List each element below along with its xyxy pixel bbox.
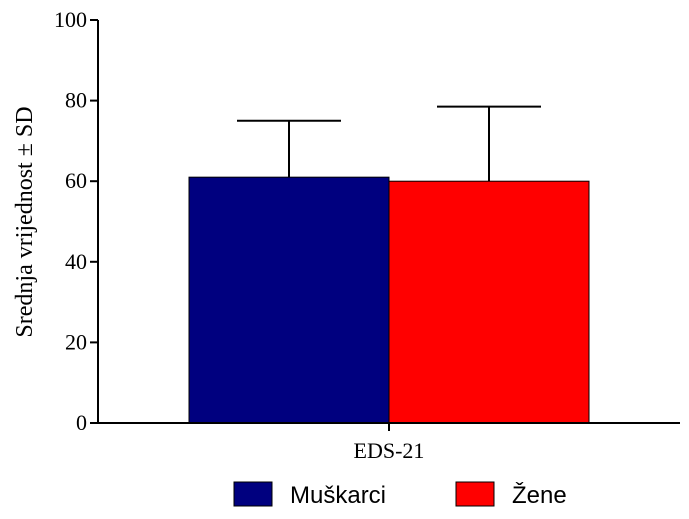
y-tick-label: 80 — [65, 88, 87, 113]
legend: Muškarci Žene — [233, 481, 567, 509]
y-axis-title: Srednja vrijednost ± SD — [12, 106, 38, 337]
y-tick-label: 40 — [65, 249, 87, 274]
legend-label: Muškarci — [290, 482, 386, 509]
y-tick-label: 20 — [65, 329, 87, 354]
x-ticks: EDS-21 — [354, 423, 425, 463]
bar — [388, 180, 590, 424]
y-ticks: 0 20 40 60 80 100 — [54, 7, 98, 435]
y-tick-label: 100 — [54, 7, 87, 32]
bar — [188, 176, 390, 424]
y-tick-label: 0 — [76, 410, 87, 435]
legend-item: Muškarci — [233, 481, 386, 509]
y-tick-label: 60 — [65, 168, 87, 193]
legend-item: Žene — [455, 481, 567, 509]
bars — [188, 176, 590, 424]
legend-swatch — [233, 481, 273, 507]
legend-label: Žene — [512, 482, 567, 509]
error-bars — [237, 105, 541, 182]
legend-swatch — [455, 481, 495, 507]
x-tick-label: EDS-21 — [354, 438, 425, 463]
